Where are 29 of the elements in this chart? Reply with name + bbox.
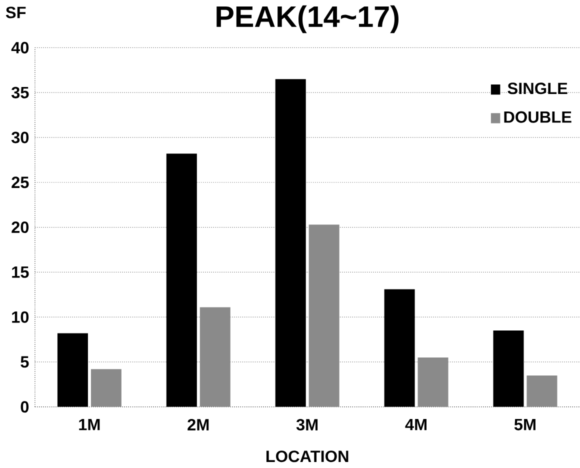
bar xyxy=(90,369,122,408)
bar xyxy=(200,307,230,408)
legend-label: DOUBLE xyxy=(504,112,572,124)
bar xyxy=(308,224,340,408)
chart-title: PEAK(14~17) xyxy=(216,6,398,34)
y-tick-label: 35 xyxy=(11,87,29,99)
x-tick-label: 2M xyxy=(188,419,209,431)
bar xyxy=(418,358,448,408)
y-tick-label: 15 xyxy=(12,266,29,278)
y-tick-label: 5 xyxy=(20,356,29,368)
bar xyxy=(275,79,306,408)
bar xyxy=(57,333,88,408)
y-tick-label: 40 xyxy=(11,42,29,54)
y-tick-label: 10 xyxy=(12,312,29,324)
y-tick-label: 30 xyxy=(11,132,29,144)
x-tick-label: 3M xyxy=(296,419,318,431)
bar xyxy=(384,289,415,408)
y-axis-title: SF xyxy=(6,6,26,18)
y-tick-label: 20 xyxy=(12,222,29,234)
x-axis-title: LOCATION xyxy=(266,450,348,462)
y-tick-label: 0 xyxy=(20,401,29,413)
y-tick-label: 25 xyxy=(12,176,29,188)
x-tick-label: 4M xyxy=(405,419,427,430)
x-tick-label: 1M xyxy=(79,419,100,430)
legend-label: SINGLE xyxy=(508,82,568,94)
bar xyxy=(493,330,524,408)
bar xyxy=(166,154,197,408)
bar xyxy=(526,376,558,408)
x-tick-label: 5M xyxy=(514,419,536,431)
